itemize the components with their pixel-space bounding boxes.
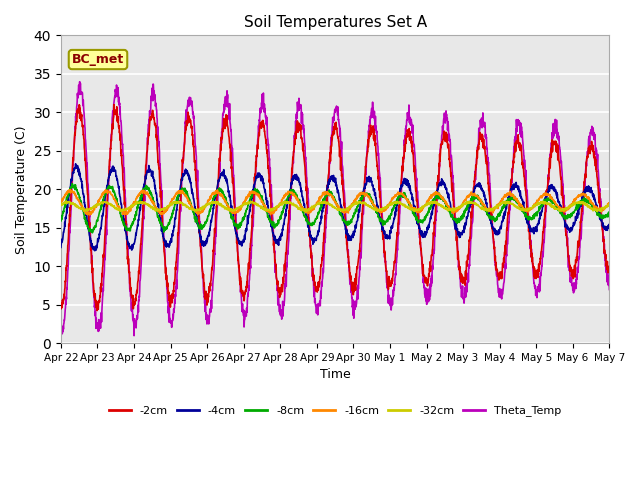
-32cm (57, 201, 65, 206)
Legend: -2cm, -4cm, -8cm, -16cm, -32cm, Theta_Temp: -2cm, -4cm, -8cm, -16cm, -32cm, Theta_Te… (104, 401, 566, 421)
Title: Soil Temperatures Set A: Soil Temperatures Set A (244, 15, 427, 30)
-4cm (573, 214, 580, 219)
-4cm (351, 222, 359, 228)
-4cm (364, 178, 371, 184)
Theta_Temp (351, 299, 359, 304)
-8cm (557, 211, 565, 217)
-2cm (211, 234, 218, 240)
-32cm (573, 200, 580, 205)
Line: Theta_Temp: Theta_Temp (61, 82, 609, 336)
-4cm (557, 208, 565, 214)
-32cm (364, 202, 371, 208)
Theta_Temp (605, 287, 613, 292)
-16cm (211, 190, 218, 196)
-16cm (57, 200, 65, 205)
-8cm (364, 190, 371, 196)
Line: -8cm: -8cm (61, 184, 609, 233)
-4cm (72, 161, 79, 167)
-2cm (605, 265, 613, 271)
-8cm (605, 209, 613, 215)
-8cm (495, 213, 502, 218)
-2cm (573, 254, 580, 260)
-32cm (211, 200, 218, 206)
-4cm (211, 199, 218, 205)
Y-axis label: Soil Temperature (C): Soil Temperature (C) (15, 125, 28, 253)
-16cm (495, 202, 502, 207)
-32cm (62, 198, 70, 204)
-8cm (88, 230, 96, 236)
-16cm (86, 212, 93, 218)
-4cm (495, 228, 502, 234)
-16cm (557, 208, 565, 214)
Theta_Temp (76, 79, 84, 84)
-4cm (91, 248, 99, 253)
-8cm (573, 202, 580, 207)
Line: -2cm: -2cm (61, 105, 609, 311)
-32cm (351, 202, 359, 207)
-8cm (68, 181, 76, 187)
-16cm (351, 198, 359, 204)
Text: BC_met: BC_met (72, 53, 124, 66)
-2cm (110, 102, 118, 108)
-2cm (557, 179, 565, 184)
-32cm (495, 203, 502, 209)
-32cm (605, 201, 613, 207)
-4cm (605, 223, 613, 229)
-8cm (351, 208, 359, 214)
Theta_Temp (557, 158, 565, 164)
X-axis label: Time: Time (320, 369, 351, 382)
Theta_Temp (495, 291, 502, 297)
Line: -32cm: -32cm (61, 201, 609, 212)
-8cm (211, 193, 218, 199)
-8cm (57, 218, 65, 224)
-16cm (66, 187, 74, 192)
-2cm (351, 282, 359, 288)
-16cm (605, 201, 613, 206)
Theta_Temp (211, 256, 218, 262)
-2cm (57, 304, 65, 310)
-32cm (303, 209, 310, 215)
-4cm (57, 244, 65, 250)
Theta_Temp (57, 330, 65, 336)
-16cm (573, 195, 580, 201)
Theta_Temp (130, 333, 138, 338)
-32cm (557, 207, 565, 213)
Line: -16cm: -16cm (61, 190, 609, 215)
-16cm (364, 193, 371, 199)
-2cm (495, 277, 502, 283)
Theta_Temp (364, 144, 371, 149)
-2cm (364, 151, 371, 156)
Line: -4cm: -4cm (61, 164, 609, 251)
Theta_Temp (573, 272, 580, 278)
-2cm (93, 308, 101, 313)
